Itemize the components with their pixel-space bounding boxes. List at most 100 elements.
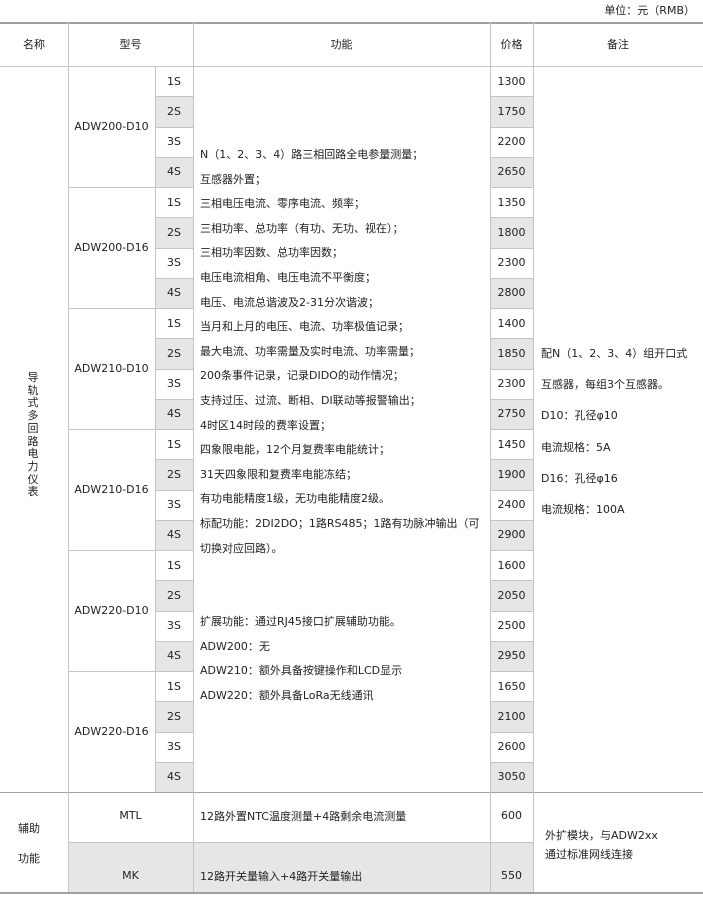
price-cell: 1850 [497,346,526,360]
row-rule [490,519,533,521]
aux-function: 12路开关量输入+4路开关量输出 [200,870,363,883]
function-line: 三相功率、总功率（有功、无功、视在）； [200,221,404,235]
row-rule [155,156,193,158]
variant-cell: 4S [167,165,181,179]
variant-cell: 3S [167,135,181,149]
variant-cell: 4S [167,286,181,300]
row-rule [490,550,533,551]
row-rule [155,761,193,763]
price-cell: 2400 [497,498,526,512]
row-rule [490,247,533,249]
row-rule [490,671,533,672]
function-line [200,586,490,611]
price-cell: 2100 [497,709,526,723]
price-shade [490,398,533,429]
function-line: 三相功率因数、总功率因数； [200,246,343,260]
variant-shade [155,459,193,490]
price-shade [490,96,533,127]
row-rule [155,519,193,521]
price-cell: 1400 [497,316,526,330]
remark-line: 互感器，每组3个互感器。 [541,378,669,392]
row-rule [155,580,193,582]
remark-line: 电流规格：5A [541,440,611,454]
row-rule [490,126,533,128]
variant-shade [155,156,193,187]
price-cell: 2500 [497,619,526,633]
variant-shade [155,519,193,550]
variant-cell: 1S [167,679,181,693]
price-cell: 1300 [497,74,526,88]
group-rule [68,550,193,551]
model-name: ADW210-D16 [74,483,149,496]
row-rule [490,731,533,733]
variant-cell: 3S [167,498,181,512]
row-rule [490,338,533,340]
function-line: ADW220：额外具备LoRa无线通讯 [200,689,374,703]
variant-shade [155,96,193,127]
product-category: 导轨式多回路电力仪表 [27,371,39,499]
header-function: 功能 [330,38,353,51]
header-name: 名称 [23,38,45,51]
model-name: ADW220-D16 [74,725,149,738]
function-line: 三相电压电流、零序电流、频率； [200,197,365,211]
variant-shade [155,277,193,308]
variant-cell: 2S [167,467,181,481]
variant-shade [155,761,193,792]
price-cell: 2050 [497,588,526,602]
variant-cell: 1S [167,316,181,330]
unit-label: 单位：元（RMB） [604,4,695,17]
row-rule [490,610,533,612]
price-shade [490,156,533,187]
function-line: 最大电流、功率需量及实时电流、功率需量； [200,344,420,358]
row-rule [490,459,533,461]
column-rule [533,22,534,892]
row-rule [490,640,533,642]
price-shade [490,580,533,611]
main-end-rule [0,792,703,793]
aux-model: MTL [119,808,142,822]
function-line: 有功电能精度1级，无功电能精度2级。 [200,492,390,506]
row-rule [490,368,533,370]
price-cell: 2200 [497,135,526,149]
remark-line: 电流规格：100A [541,502,625,516]
row-rule [490,308,533,309]
price-cell: 2750 [497,407,526,421]
function-line: 电压、电流总谐波及2-31分次谐波； [200,295,379,309]
row-rule [155,610,193,612]
function-line: ADW200：无 [200,639,270,653]
group-rule [68,187,193,188]
row-rule [490,701,533,703]
remark-line: D10：孔径φ10 [541,409,618,423]
aux-name-1: 辅助 [18,822,40,835]
group-rule [68,671,193,672]
function-line [200,561,490,586]
column-rule [68,22,69,892]
function-line: N（1、2、3、4）路三相回路全电参量测量； [200,148,424,161]
row-rule [490,217,533,219]
aux-name-2: 功能 [18,852,40,865]
aux-row-shade [68,842,533,892]
variant-cell: 3S [167,740,181,754]
price-shade [490,277,533,308]
variant-cell: 1S [167,195,181,209]
price-shade [490,519,533,550]
function-line: 扩展功能：通过RJ45接口扩展辅助功能。 [200,615,401,629]
remark-line: 配N（1、2、3、4）组开口式 [541,347,688,360]
row-rule [155,126,193,128]
price-shade [490,338,533,369]
variant-cell: 4S [167,649,181,663]
header-remark: 备注 [607,38,629,51]
row-rule [155,368,193,370]
variant-cell: 3S [167,377,181,391]
header-price: 价格 [500,38,523,51]
price-cell: 2800 [497,286,526,300]
column-rule [155,66,156,792]
aux-rule [68,842,533,843]
column-rule [193,22,194,892]
row-rule [155,489,193,491]
table-top-border [0,22,703,24]
price-cell: 2600 [497,740,526,754]
price-cell: 1450 [497,437,526,451]
function-line: 互感器外置； [200,172,266,186]
row-rule [155,338,193,340]
